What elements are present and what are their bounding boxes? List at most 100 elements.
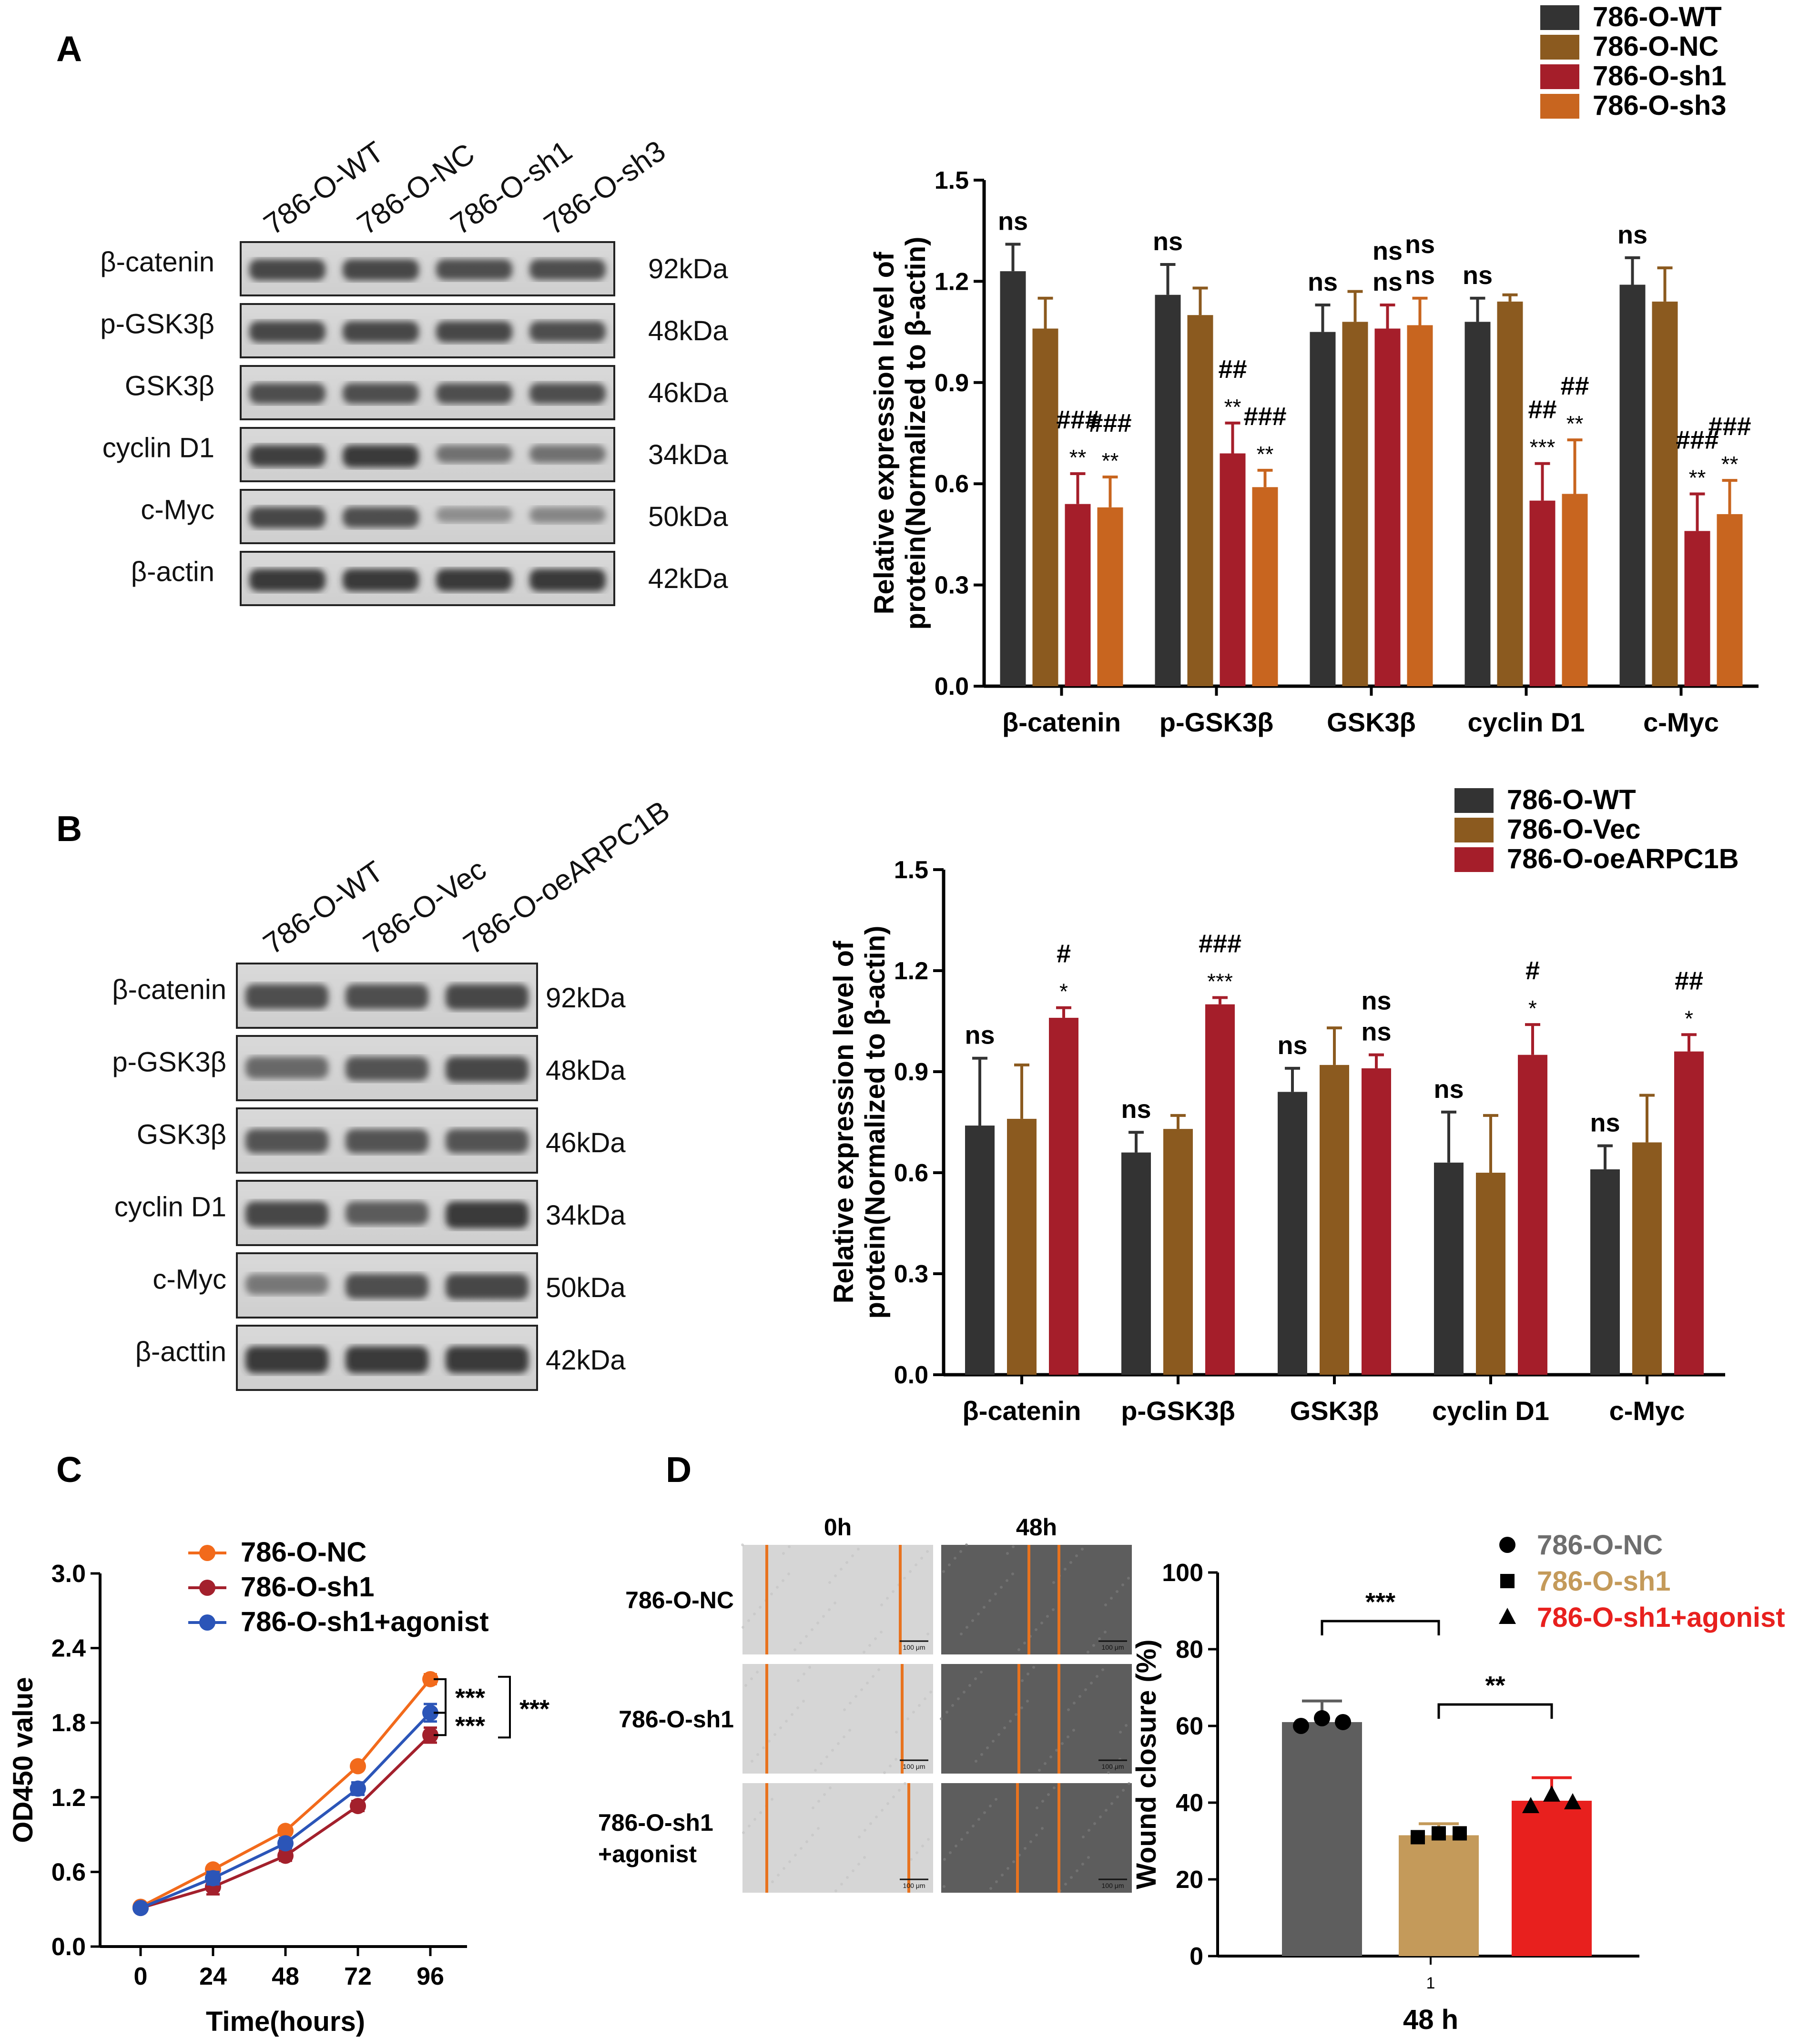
data-point xyxy=(1522,1797,1539,1814)
cell-speckle xyxy=(948,1563,951,1566)
cell-speckle xyxy=(1003,1726,1006,1729)
x-tick-label: 24 xyxy=(199,1963,227,1990)
cell-speckle xyxy=(1099,1816,1102,1818)
blot-protein-label: GSK3β xyxy=(125,371,214,402)
wound-image xyxy=(742,1664,933,1774)
blot-band xyxy=(343,568,419,592)
cell-speckle xyxy=(975,1760,977,1763)
significance-label: ## xyxy=(1560,372,1589,400)
cell-speckle xyxy=(906,1717,909,1720)
cell-speckle xyxy=(1088,1829,1090,1832)
x-category-label: β-catenin xyxy=(1002,707,1121,737)
blot-band xyxy=(245,1201,328,1227)
blot-protein-label: cyclin D1 xyxy=(114,1191,226,1222)
cell-speckle xyxy=(874,1637,877,1640)
bar xyxy=(1163,1129,1193,1375)
cell-speckle xyxy=(1110,1597,1113,1600)
cell-speckle xyxy=(918,1704,921,1707)
significance-label: ns xyxy=(1308,268,1338,296)
cell-speckle xyxy=(883,1771,886,1774)
significance-label: ## xyxy=(1675,966,1703,995)
cell-speckle xyxy=(954,1557,956,1560)
data-point xyxy=(350,1798,366,1815)
panel-letter-d: D xyxy=(666,1450,691,1490)
cell-speckle xyxy=(971,1619,974,1622)
cell-speckle xyxy=(840,1568,843,1571)
wound-image xyxy=(941,1545,1132,1654)
cell-speckle xyxy=(802,1700,805,1703)
western-blot-a: 786-O-WT786-O-NC786-O-sh1786-O-sh3β-cate… xyxy=(100,134,728,606)
cell-speckle xyxy=(1069,1561,1072,1564)
wound-image xyxy=(742,1783,933,1893)
blot-band xyxy=(343,321,419,343)
cell-speckle xyxy=(768,1740,771,1743)
blot-protein-label: β-catenin xyxy=(100,247,214,278)
panel-letter-a: A xyxy=(56,29,82,69)
cell-speckle xyxy=(1027,1673,1029,1675)
cell-speckle xyxy=(980,1671,983,1674)
cell-speckle xyxy=(959,1550,962,1553)
cell-speckle xyxy=(753,1613,756,1615)
cell-speckle xyxy=(800,1847,803,1850)
cell-speckle xyxy=(864,1829,866,1832)
blot-kda-label: 92kDa xyxy=(648,254,728,284)
data-point xyxy=(422,1704,438,1721)
legend-label: 786-O-sh1 xyxy=(1537,1566,1670,1597)
cell-speckle xyxy=(840,1883,843,1886)
cell-speckle xyxy=(796,1706,799,1709)
time-column-label: 0h xyxy=(824,1514,852,1541)
cell-speckle xyxy=(779,1726,782,1729)
data-point xyxy=(1314,1710,1330,1726)
blot-kda-label: 48kDa xyxy=(546,1055,626,1086)
blot-band xyxy=(446,1346,529,1374)
scale-bar-label: 100 μm xyxy=(1102,1763,1124,1770)
data-point xyxy=(1293,1718,1309,1734)
cell-speckle xyxy=(1035,1628,1037,1631)
cell-speckle xyxy=(1035,1834,1038,1836)
cell-speckle xyxy=(748,1825,751,1827)
cell-speckle xyxy=(1122,1789,1125,1792)
blot-protein-label: β-actin xyxy=(131,557,214,588)
scale-bar-label: 100 μm xyxy=(903,1882,925,1889)
significance-label: * xyxy=(1528,996,1537,1021)
significance-label: *** xyxy=(1530,435,1556,460)
blot-band xyxy=(529,445,606,463)
cell-speckle xyxy=(811,1834,814,1836)
significance-label: ### xyxy=(1243,402,1286,431)
y-tick-label: 0.6 xyxy=(894,1159,928,1187)
y-tick-label: 1.2 xyxy=(51,1784,86,1812)
significance-label: ns xyxy=(1361,1018,1391,1046)
significance-label: ### xyxy=(1088,409,1131,437)
significance-label: ns xyxy=(1463,261,1493,290)
cell-speckle xyxy=(828,1581,831,1584)
cell-speckle xyxy=(1038,1769,1041,1772)
panel-letter-c: C xyxy=(56,1450,82,1490)
significance-label: ** xyxy=(1485,1671,1505,1700)
cell-speckle xyxy=(986,1746,989,1749)
y-tick-label: 80 xyxy=(1176,1636,1203,1664)
cell-speckle xyxy=(817,1827,820,1830)
cell-speckle xyxy=(921,1845,924,1847)
blot-protein-label: c-Myc xyxy=(153,1264,226,1295)
cell-speckle xyxy=(805,1635,808,1638)
cell-speckle xyxy=(1044,1762,1047,1765)
legend-marker xyxy=(199,1580,215,1596)
data-point xyxy=(422,1727,438,1744)
y-tick-label: 0.9 xyxy=(894,1058,928,1086)
blot-protein-label: p-GSK3β xyxy=(112,1046,226,1077)
cell-speckle xyxy=(788,1860,791,1863)
significance-label: ns xyxy=(1277,1031,1307,1060)
significance-label: *** xyxy=(1365,1588,1395,1616)
x-tick-label: 96 xyxy=(417,1963,444,1990)
bar xyxy=(1590,1169,1620,1375)
cell-speckle xyxy=(1012,1545,1015,1548)
y-tick-label: 1.2 xyxy=(894,957,928,985)
x-tick-label: 48 xyxy=(272,1963,299,1990)
x-category-label: p-GSK3β xyxy=(1121,1396,1235,1426)
blot-kda-label: 42kDa xyxy=(648,563,728,594)
cell-speckle xyxy=(868,1644,871,1647)
bar xyxy=(1512,1800,1592,1956)
cell-speckle xyxy=(1075,1554,1078,1557)
data-point xyxy=(422,1671,438,1687)
bar xyxy=(1278,1092,1307,1375)
